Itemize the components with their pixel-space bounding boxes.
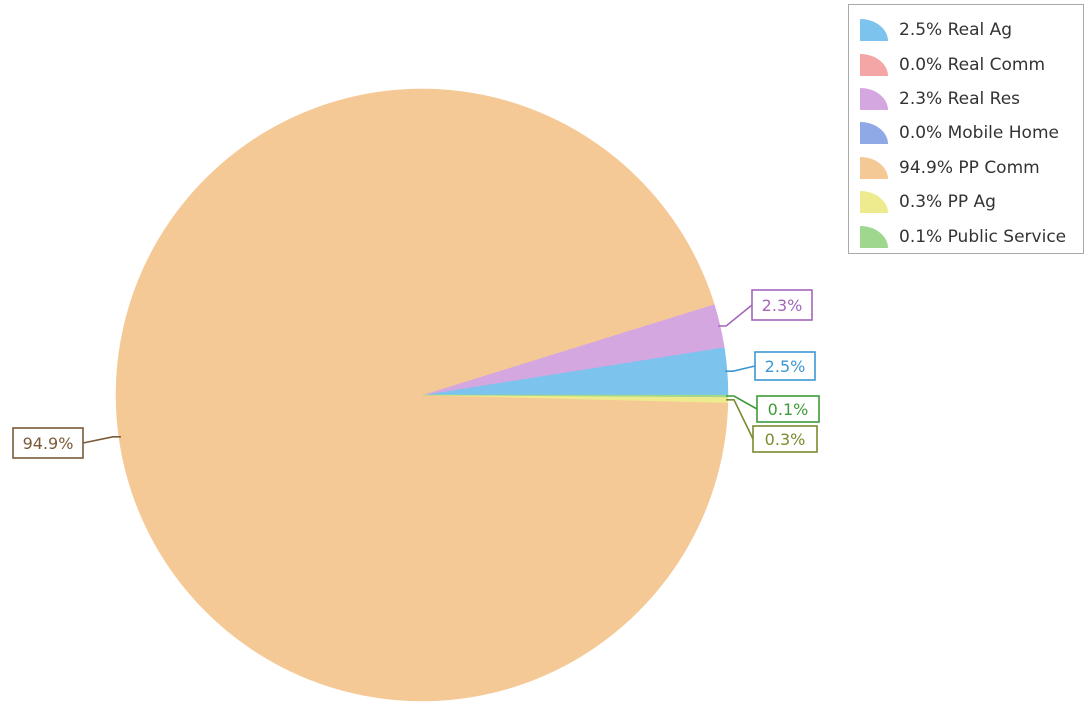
legend-swatch-icon	[860, 191, 888, 214]
legend-item-public-service: 0.1% Public Service	[857, 219, 1083, 253]
legend-item-mobile-home: 0.0% Mobile Home	[857, 116, 1083, 150]
data-label-real-ag: 2.5%	[765, 357, 806, 376]
legend-swatch-wedge	[860, 156, 888, 179]
data-label-real-res: 2.3%	[762, 296, 803, 315]
callout-box-pp-comm	[12, 427, 84, 459]
legend-label: 94.9% PP Comm	[899, 157, 1040, 178]
callout-line-real-ag	[725, 365, 756, 373]
legend-swatch-icon	[860, 87, 888, 110]
callout-line-pp-comm	[82, 435, 121, 444]
callout-line-pp-ag	[726, 398, 754, 440]
legend-label: 2.3% Real Res	[899, 88, 1021, 109]
callout-box-real-res	[751, 289, 813, 321]
legend-label: 0.3% PP Ag	[899, 192, 996, 213]
legend-label: 2.5% Real Ag	[899, 20, 1013, 41]
legend-item-pp-ag: 0.3% PP Ag	[857, 185, 1083, 219]
legend-swatch-icon	[860, 19, 888, 42]
legend-item-pp-comm: 94.9% PP Comm	[857, 151, 1083, 185]
legend-swatch-wedge	[860, 191, 888, 214]
legend-swatch-icon	[860, 53, 888, 76]
legend-label: 0.0% Mobile Home	[899, 123, 1059, 144]
callout-box-real-ag	[754, 351, 816, 381]
legend-label: 0.0% Real Comm	[899, 54, 1046, 75]
data-label-pp-ag: 0.3%	[765, 430, 806, 449]
legend-item-real-ag: 2.5% Real Ag	[857, 13, 1083, 47]
legend-label: 0.1% Public Service	[899, 226, 1067, 247]
pie-slices	[115, 88, 729, 702]
legend-swatch-icon	[860, 156, 888, 179]
legend-swatch-wedge	[860, 19, 888, 42]
callout-line-real-res	[718, 304, 753, 327]
pie-callouts: 2.5% 2.3% 94.9% 0.3% 0.1%	[12, 289, 820, 459]
data-label-pp-comm: 94.9%	[23, 434, 74, 453]
legend-swatch-icon	[860, 225, 888, 248]
legend-swatch-icon	[860, 122, 888, 145]
callout-box-public-service	[756, 395, 820, 423]
legend-swatch-wedge	[860, 87, 888, 110]
callout-box-pp-ag	[752, 425, 818, 453]
legend-swatch-wedge	[860, 122, 888, 145]
callout-line-public-service	[726, 395, 758, 410]
legend-swatch-wedge	[860, 225, 888, 248]
legend-item-real-res: 2.3% Real Res	[857, 82, 1083, 116]
legend-swatch-wedge	[860, 53, 888, 76]
legend: 2.5% Real Ag 0.0% Real Comm 2.3% Real Res 0…	[848, 4, 1084, 254]
legend-item-real-comm: 0.0% Real Comm	[857, 47, 1083, 81]
data-label-public-service: 0.1%	[768, 400, 809, 419]
